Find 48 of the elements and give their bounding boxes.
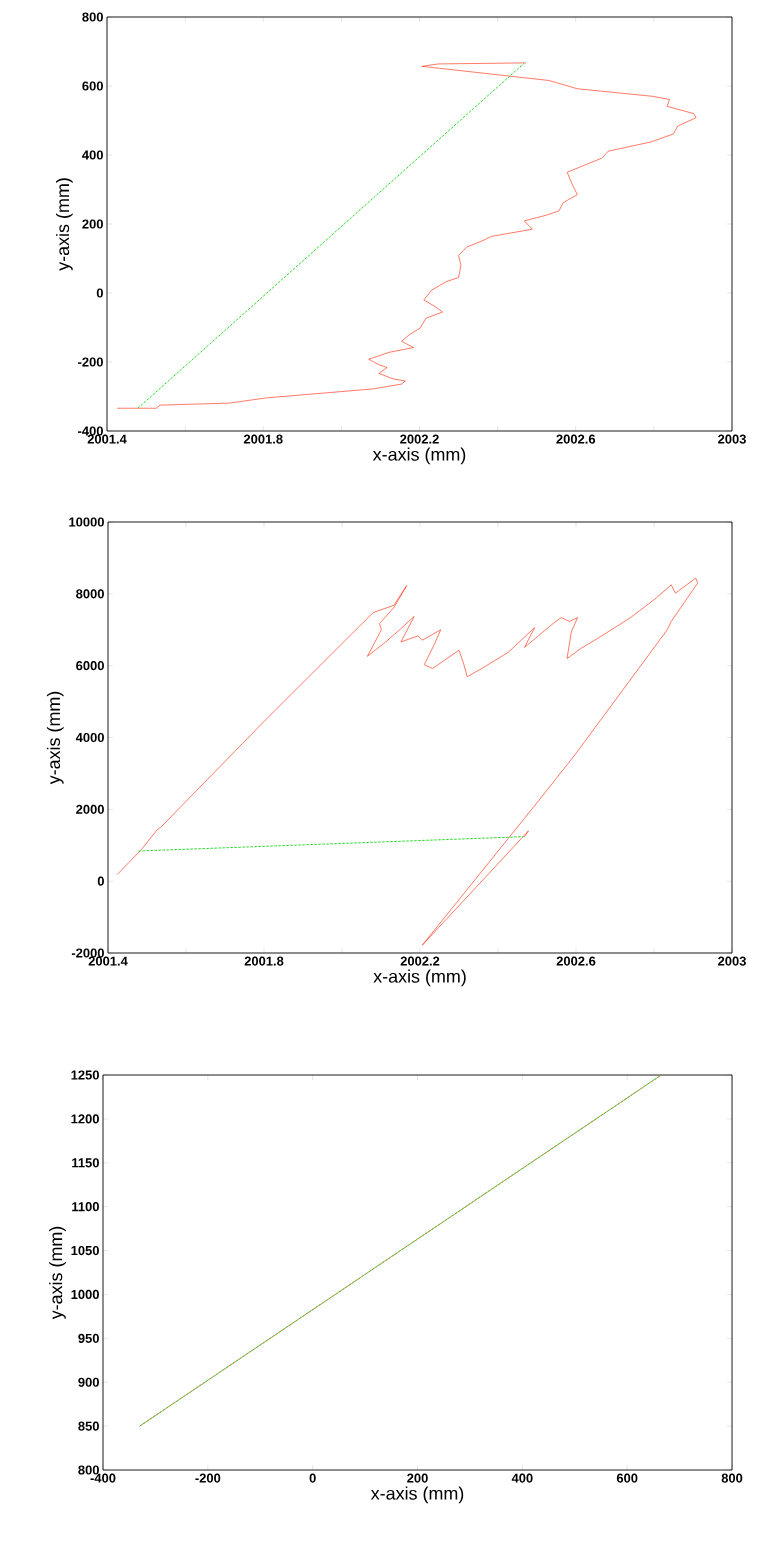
x-tick-label: 2001.4 (88, 956, 128, 966)
y-tick-label: 1150 (72, 1158, 99, 1168)
y-tick-label: 0 (97, 876, 104, 886)
y-tick-label: 950 (78, 1333, 99, 1343)
x-tick-label: 2002.6 (556, 434, 596, 444)
x-tick-label: 400 (511, 1473, 533, 1483)
line-series (116, 62, 697, 409)
x-axis-title: x-axis (mm) (372, 447, 466, 465)
y-tick-label: -2000 (71, 948, 104, 958)
y-tick-label: 6000 (76, 661, 104, 671)
y-tick-label: 600 (82, 81, 103, 91)
y-axis-title: y-axis (mm) (49, 1226, 66, 1320)
y-tick-label: -400 (78, 426, 103, 436)
x-tick-label: 800 (721, 1473, 743, 1483)
x-tick-label: 2003 (718, 956, 746, 966)
y-tick-label: 1250 (71, 1070, 99, 1080)
x-tick-label: 2002.6 (556, 956, 596, 966)
x-axis-title: x-axis (mm) (370, 1486, 464, 1504)
x-tick-label: 600 (616, 1473, 638, 1483)
y-tick-label: 0 (96, 288, 103, 298)
y-tick-label: 1000 (71, 1289, 99, 1300)
y-tick-label: 800 (78, 1465, 99, 1475)
x-axis-title: x-axis (mm) (373, 969, 466, 987)
x-tick-label: 0 (309, 1473, 316, 1483)
y-tick-label: 400 (82, 150, 103, 160)
x-tick-label: 2001.4 (87, 434, 127, 444)
y-tick-label: 2000 (76, 804, 104, 814)
y-tick-label: 10000 (69, 517, 104, 527)
y-tick-label: -200 (78, 357, 103, 367)
y-tick-label: 1050 (71, 1245, 99, 1256)
y-axis-title: y-axis (mm) (56, 178, 73, 271)
x-tick-label: 2003 (718, 434, 746, 444)
y-tick-label: 900 (78, 1377, 99, 1387)
x-tick-label: 2001.8 (244, 956, 284, 966)
x-tick-label: 200 (407, 1473, 428, 1483)
y-tick-label: 4000 (75, 732, 104, 743)
x-tick-label: 2001.8 (243, 434, 283, 444)
y-tick-label: 800 (82, 12, 103, 22)
y-tick-label: 1100 (72, 1202, 99, 1212)
y-tick-label: 8000 (76, 589, 104, 599)
x-tick-label: 2002.2 (400, 956, 440, 966)
line-series (116, 577, 698, 946)
y-tick-label: 200 (82, 219, 103, 229)
x-tick-label: -200 (195, 1473, 221, 1483)
y-tick-label: 1200 (71, 1114, 99, 1124)
y-tick-label: 850 (78, 1421, 99, 1431)
x-tick-label: 2002.2 (400, 434, 439, 444)
y-axis-title: y-axis (mm) (46, 691, 64, 785)
